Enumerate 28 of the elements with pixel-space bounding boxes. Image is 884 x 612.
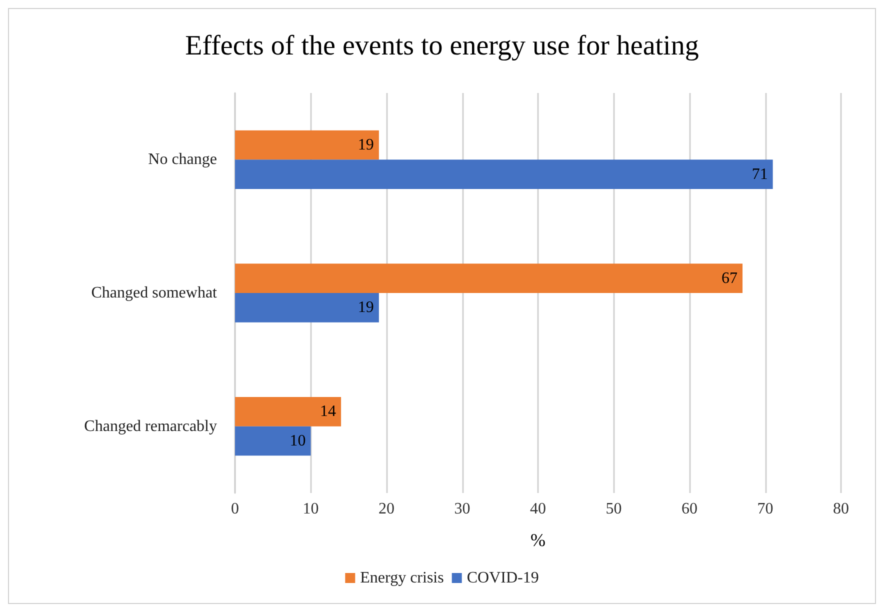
x-axis-title: % (530, 530, 546, 550)
legend-label: COVID-19 (466, 570, 539, 586)
bar (235, 160, 773, 189)
data-label: 19 (358, 136, 374, 154)
x-tick-label: 60 (682, 500, 698, 518)
x-tick-label: 20 (378, 500, 394, 518)
legend-label: Energy crisis (360, 570, 444, 586)
bar (235, 426, 311, 456)
y-tick-label: No change (148, 151, 217, 168)
bar (235, 130, 379, 160)
data-label: 67 (722, 270, 738, 287)
y-tick-label: Changed remarcably (84, 418, 217, 435)
data-label: 19 (358, 299, 374, 316)
bar (235, 264, 743, 293)
x-tick-label: 30 (454, 500, 470, 518)
x-tick-label: 0 (231, 500, 239, 518)
data-label: 14 (320, 403, 336, 420)
x-tick-label: 70 (757, 500, 774, 518)
bar (235, 397, 342, 426)
chart-title: Effects of the events to energy use for heating (185, 30, 699, 62)
y-tick-label: Changed somewhat (91, 284, 218, 302)
data-label: 10 (290, 432, 306, 450)
x-tick-label: 50 (606, 500, 622, 518)
x-tick-label: 80 (833, 500, 849, 518)
x-tick-label: 10 (302, 500, 319, 518)
x-tick-label: 40 (530, 500, 546, 518)
bar (235, 293, 379, 322)
data-label: 71 (752, 166, 768, 183)
